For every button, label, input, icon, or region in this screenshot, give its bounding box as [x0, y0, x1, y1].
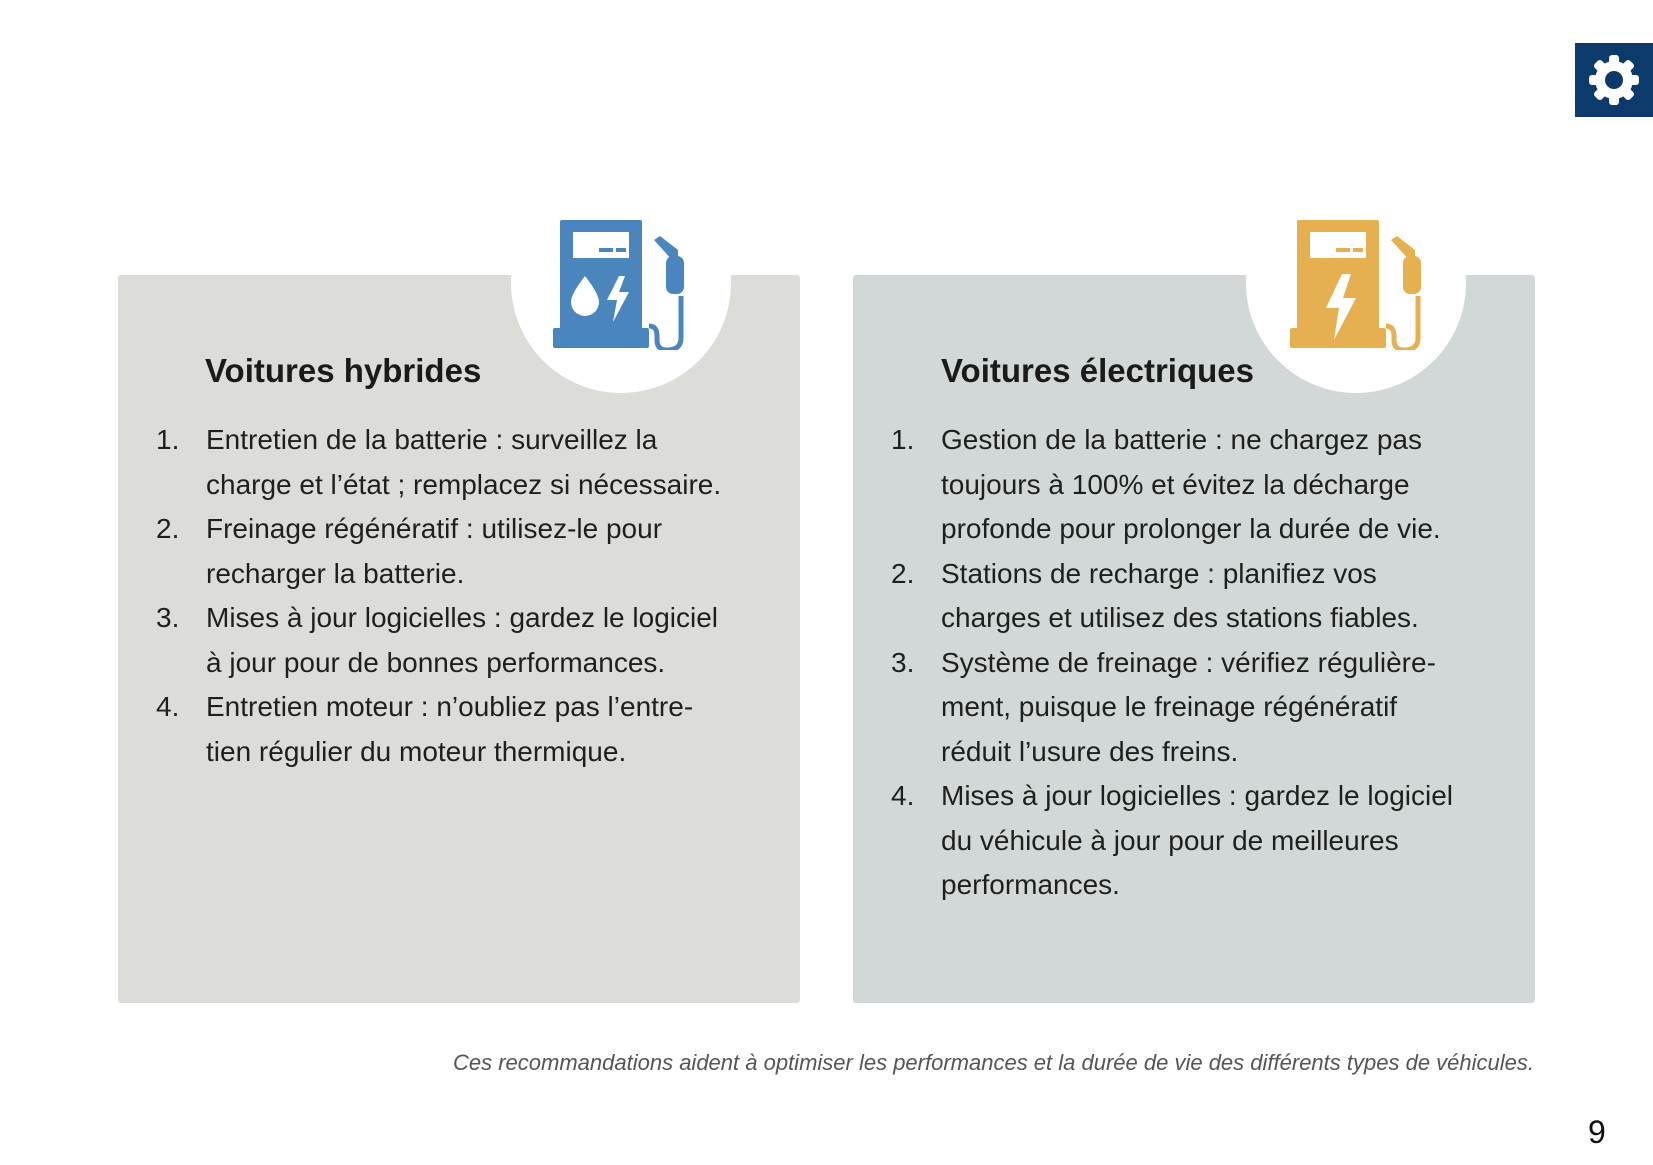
fuel-pump-drop-lightning-icon: [553, 220, 684, 350]
item-text: Entretien moteur : n’oubliez pas l’entre…: [206, 691, 694, 767]
list-item: 3. Mises à jour logicielles : gardez le l…: [156, 596, 726, 685]
item-number: 2.: [891, 557, 915, 589]
settings-button[interactable]: [1575, 43, 1653, 117]
item-text: Stations de recharge : planifiez vos cha…: [941, 557, 1419, 634]
list-item: 3. Système de freinage : vérifiez réguliè…: [891, 641, 1461, 775]
item-text: Mises à jour logicielles : gardez le log…: [206, 602, 719, 678]
item-text: Freinage régénératif : utilisez-le pour …: [206, 513, 663, 589]
page-number: 9: [1588, 1114, 1606, 1150]
list-item: 1. Gestion de la batterie : ne chargez pa…: [891, 418, 1461, 552]
item-number: 2.: [156, 513, 180, 544]
item-text: Système de freinage : vérifiez régulière…: [941, 646, 1436, 767]
list-item: 2. Freinage régénératif : utilisez-le pou…: [156, 507, 726, 596]
list-item: 2. Stations de recharge : planifiez vos c…: [891, 552, 1461, 641]
item-number: 4.: [156, 691, 180, 722]
item-text: Entretien de la batterie : surveillez la…: [206, 424, 722, 500]
list-item: 4. Mises à jour logicielles : gardez le l…: [891, 774, 1461, 908]
electric-card: [853, 275, 1535, 1003]
item-text: Gestion de la batterie : ne chargez pas …: [941, 424, 1441, 544]
item-text: Mises à jour logicielles : gardez le log…: [941, 780, 1454, 900]
item-number: 3.: [156, 602, 180, 633]
item-number: 1.: [156, 424, 180, 455]
gear-icon: [1589, 55, 1639, 105]
card-title: Voitures électriques: [941, 352, 1255, 389]
item-number: 3.: [891, 646, 915, 678]
electric-tips-list: 1. Gestion de la batterie : ne chargez pa…: [891, 418, 1461, 908]
footer-note: Ces recommandations aident à optimiser l…: [452, 1050, 1534, 1075]
item-number: 4.: [891, 780, 915, 811]
item-number: 1.: [891, 424, 915, 455]
ev-charging-pump-icon: [1290, 220, 1421, 350]
list-item: 4. Entretien moteur : n’oubliez pas l’ent…: [156, 685, 726, 774]
hybrid-card: [118, 275, 800, 1003]
hybrid-tips-list: 1. Entretien de la batterie : surveillez …: [156, 418, 726, 774]
card-title: Voitures hybrides: [205, 352, 482, 389]
list-item: 1. Entretien de la batterie : surveillez …: [156, 418, 726, 507]
